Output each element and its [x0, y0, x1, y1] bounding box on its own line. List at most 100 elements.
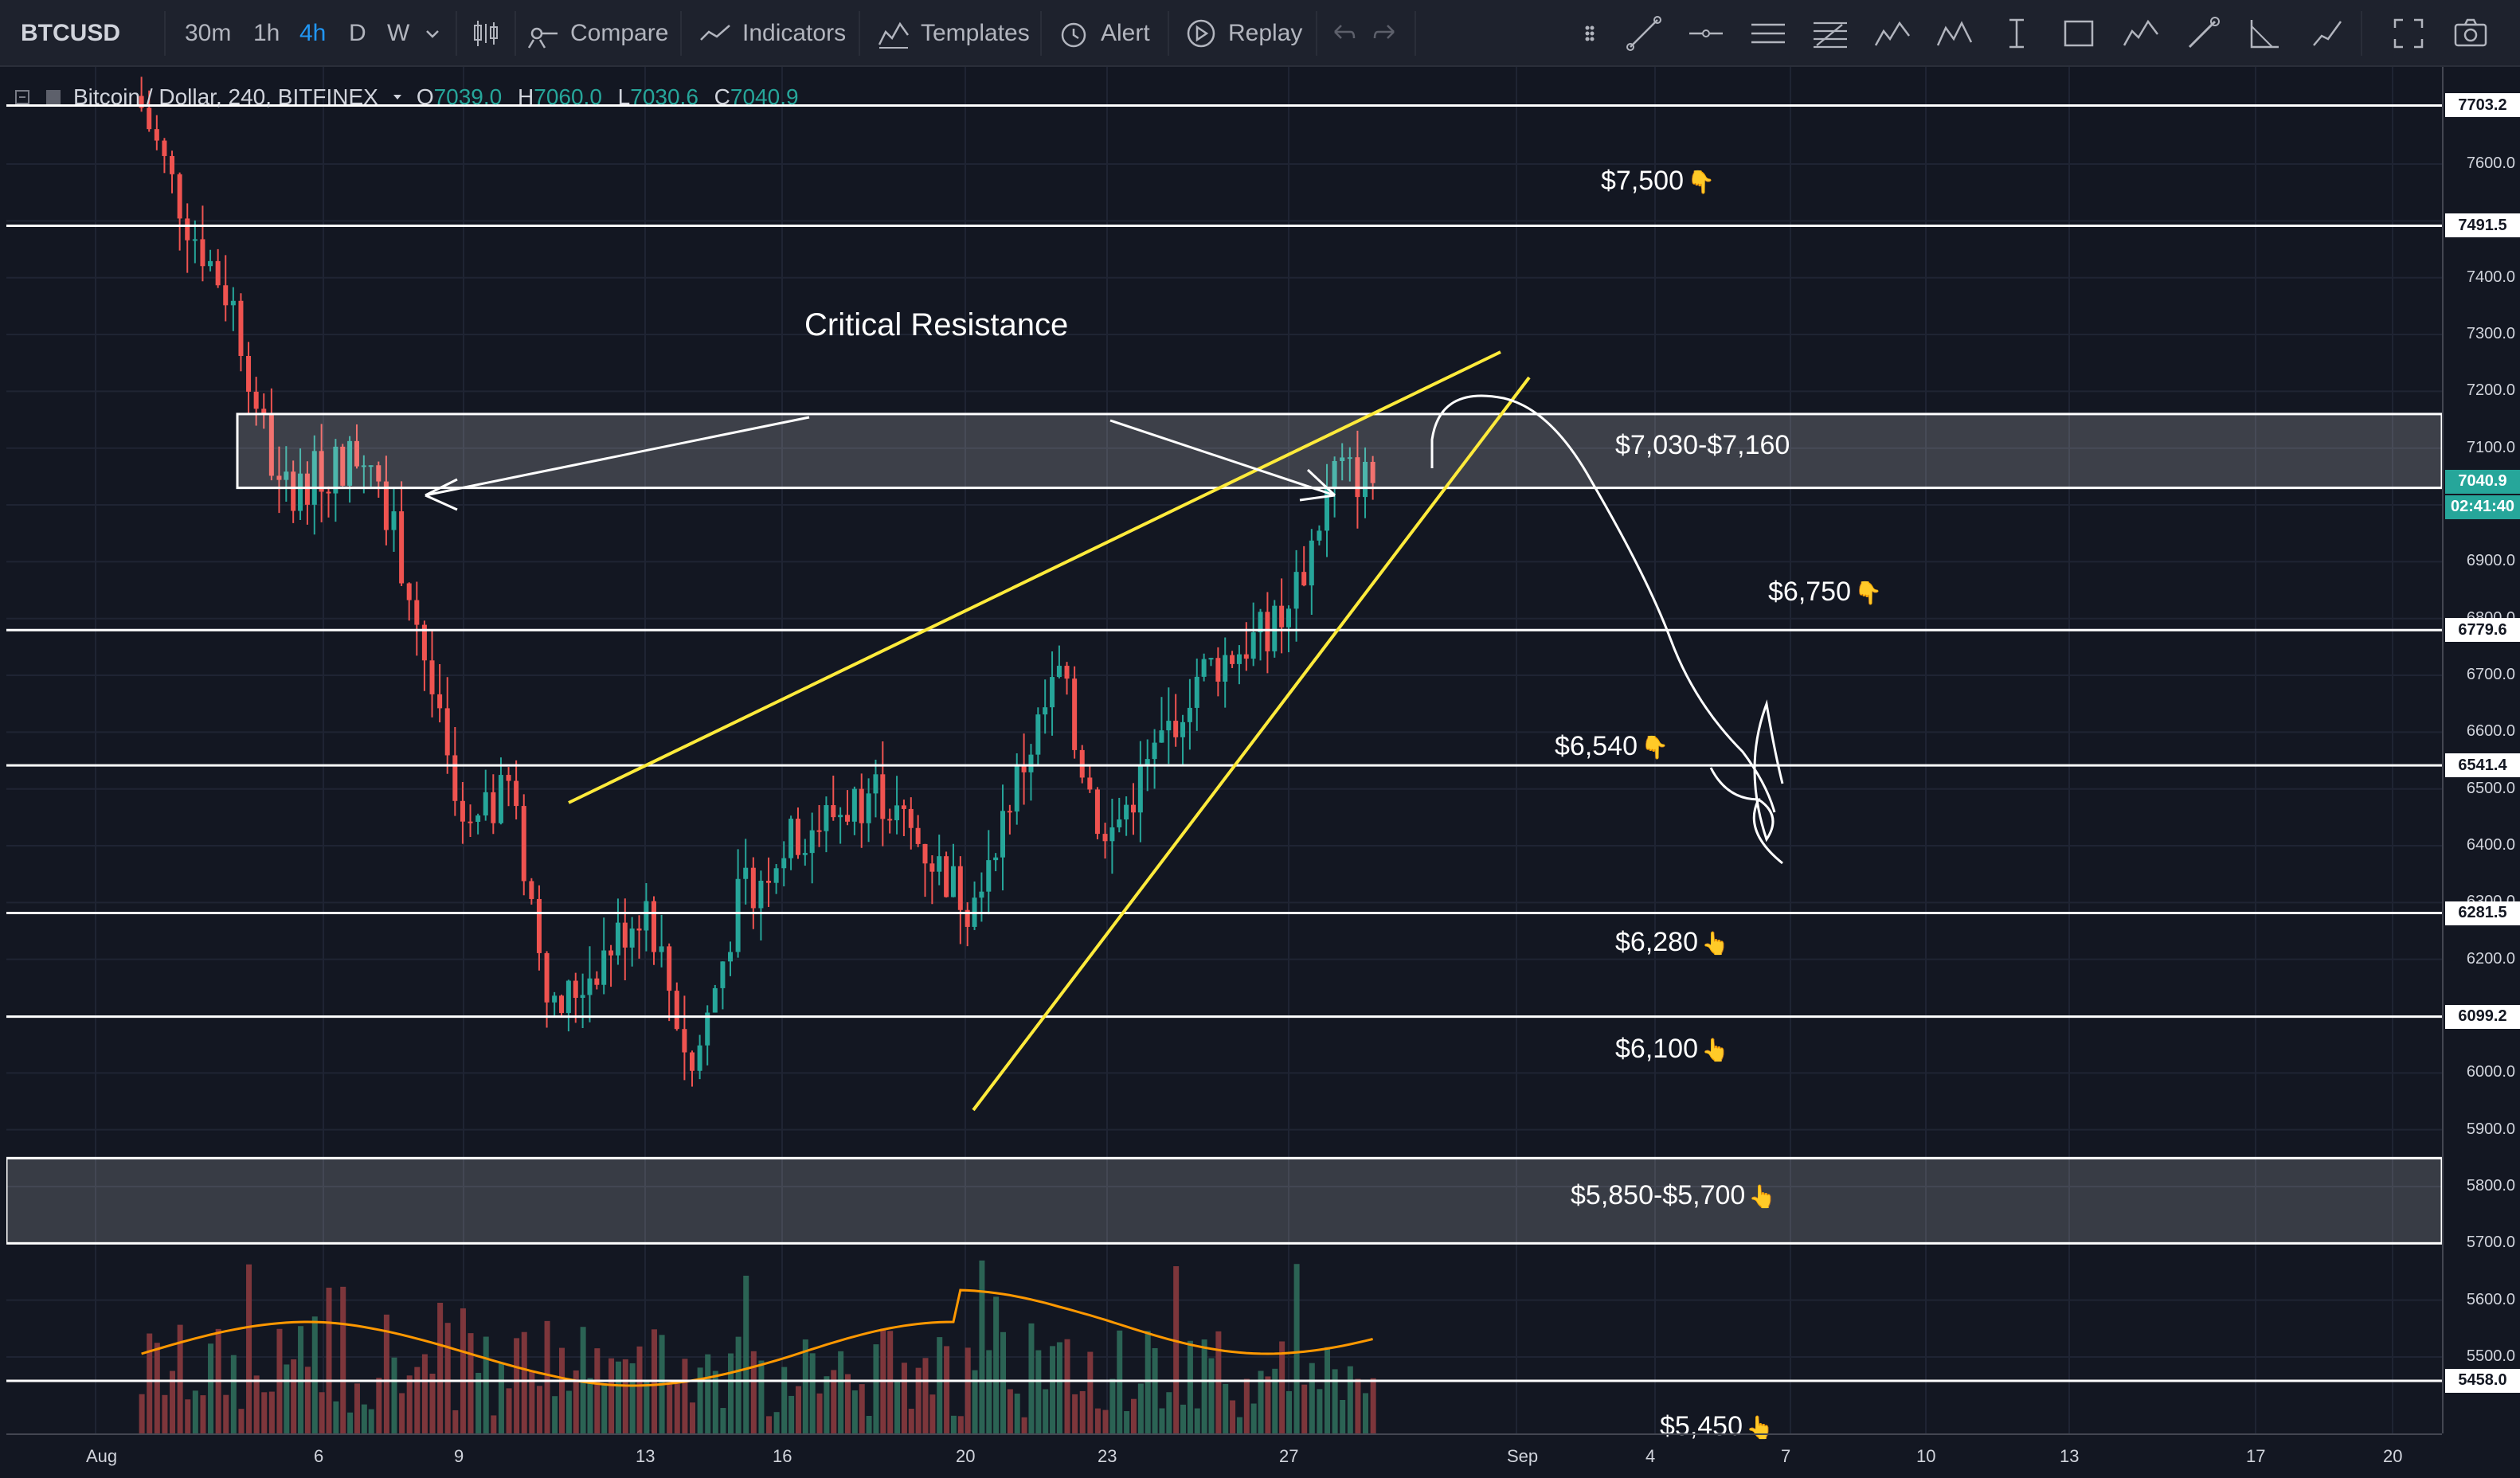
brush-tool[interactable] — [2178, 8, 2228, 59]
annotation-level-6750[interactable]: $6,750 👇 — [1768, 577, 1882, 608]
caret-down-icon[interactable] — [391, 91, 404, 104]
candle-body — [1309, 540, 1314, 586]
volume-bar — [1194, 1408, 1200, 1433]
interval-dropdown[interactable] — [424, 0, 441, 67]
interval-4h-button[interactable]: 4h — [299, 20, 327, 46]
candle-body — [802, 853, 808, 855]
interval-1h-button[interactable]: 1h — [253, 20, 280, 46]
volume-bar — [937, 1337, 943, 1433]
candle-body — [629, 928, 635, 948]
snapshot-button[interactable] — [2445, 8, 2496, 59]
price-tick-label: 6900.0 — [2466, 552, 2515, 570]
volume-bar — [1079, 1390, 1086, 1433]
interval-30m-button[interactable]: 30m — [185, 20, 232, 46]
time-tick-label: 13 — [2060, 1446, 2080, 1466]
volume-bar — [1035, 1350, 1042, 1433]
time-tick-label: 9 — [454, 1446, 464, 1466]
redo-button[interactable] — [1372, 0, 1400, 67]
volume-bar — [391, 1357, 397, 1433]
volume-bar — [1087, 1351, 1094, 1433]
low-label: L — [617, 84, 631, 109]
candle-body — [573, 980, 578, 999]
candle-body — [845, 815, 851, 822]
pointing-down-icon: 👇 — [1641, 735, 1669, 760]
horizontal-line-tool[interactable] — [1681, 8, 1732, 59]
replay-label: Replay — [1228, 20, 1303, 46]
volume-bar — [154, 1343, 160, 1433]
undo-button[interactable] — [1328, 0, 1357, 67]
chart-pane[interactable] — [6, 67, 2442, 1433]
templates-button[interactable]: Templates — [876, 0, 1030, 67]
price-chart-canvas[interactable] — [6, 67, 2442, 1433]
annotation-level-6540[interactable]: $6,540 👇 — [1555, 731, 1669, 762]
candle-body — [1137, 765, 1143, 813]
annotation-level-5450[interactable]: $5,450 👆 — [1660, 1411, 1774, 1442]
candle-body — [1130, 804, 1136, 813]
annotation-level-6100[interactable]: $6,100 👆 — [1615, 1034, 1729, 1065]
annotation-critical-resistance[interactable]: Critical Resistance — [804, 307, 1069, 342]
candle-body — [622, 922, 628, 948]
candle-body — [1340, 457, 1345, 461]
annotation-level-7500[interactable]: $7,500 👇 — [1601, 166, 1715, 197]
elliott-wave-tool[interactable] — [1867, 8, 1918, 59]
abcd-pattern-tool[interactable] — [1929, 8, 1980, 59]
interval-d-button[interactable]: D — [349, 20, 366, 46]
text-tool[interactable] — [1991, 8, 2042, 59]
zoom-tool[interactable] — [2302, 8, 2353, 59]
candle-body — [1363, 461, 1368, 498]
arrow-left — [425, 416, 810, 511]
alert-button[interactable]: Alert — [1056, 0, 1150, 67]
drag-handle-icon[interactable] — [1580, 8, 1599, 59]
candle-body — [682, 1029, 687, 1053]
volume-bar — [304, 1367, 311, 1433]
volume-bar — [922, 1358, 929, 1433]
trend-line-tool[interactable] — [1618, 8, 1669, 59]
chart-type-button[interactable] — [468, 0, 503, 67]
volume-bar — [866, 1415, 872, 1433]
candle-body — [1317, 530, 1322, 541]
parallel-channel-tool[interactable] — [1743, 8, 1794, 59]
candle-body — [824, 805, 829, 831]
chart-legend: Bitcoin / Dollar, 240, BITFINEX O7039.0 … — [14, 84, 808, 110]
candle-body — [615, 922, 620, 956]
interval-w-button[interactable]: W — [387, 20, 410, 46]
volume-bar — [682, 1359, 688, 1433]
candle-body — [720, 961, 726, 988]
annotation-arrows — [425, 394, 1784, 865]
volume-bar — [1201, 1339, 1207, 1433]
time-scale[interactable]: Aug 6 9 13 16 20 23 27 Sep 4 7 10 13 17 20 — [6, 1433, 2442, 1478]
level-text: $6,750 — [1768, 577, 1851, 607]
volume-bar — [1187, 1340, 1193, 1433]
candle-body — [514, 780, 519, 807]
brush-icon — [2188, 17, 2220, 49]
legend-title[interactable]: Bitcoin / Dollar, 240, BITFINEX — [73, 84, 378, 109]
annotation-zone-7030-7160[interactable]: $7,030-$7,160 — [1615, 430, 1790, 461]
volume-bar — [873, 1344, 879, 1433]
volume-bar — [1137, 1383, 1144, 1433]
measure-tool[interactable] — [2240, 8, 2291, 59]
candle-body — [354, 440, 359, 467]
prediction-tool[interactable] — [2115, 8, 2166, 59]
support-zone — [6, 1156, 2442, 1245]
volume-bar — [636, 1346, 643, 1433]
volume-bar — [720, 1408, 726, 1433]
volume-bar — [444, 1323, 451, 1433]
candle-body — [1079, 749, 1085, 778]
replay-button[interactable]: Replay — [1184, 0, 1302, 67]
symbol-search-button[interactable]: BTCUSD — [21, 20, 120, 46]
annotation-zone-5850-5700[interactable]: $5,850-$5,700 👆 — [1571, 1180, 1776, 1211]
compare-button[interactable]: Compare — [526, 0, 668, 67]
annotation-level-6280[interactable]: $6,280 👆 — [1615, 927, 1729, 958]
fib-retracement-tool[interactable] — [1805, 8, 1856, 59]
indicators-button[interactable]: Indicators — [698, 0, 846, 67]
candle-body — [743, 867, 749, 879]
rectangle-tool[interactable] — [2053, 8, 2104, 59]
collapse-legend-icon[interactable] — [14, 89, 30, 105]
volume-bar — [1236, 1417, 1242, 1433]
volume-bar — [529, 1370, 535, 1433]
price-scale[interactable]: 7600.07500.07400.07300.07200.07100.07000… — [2442, 67, 2520, 1433]
candle-body — [340, 446, 346, 486]
fullscreen-button[interactable] — [2383, 8, 2434, 59]
volume-bar — [437, 1302, 444, 1433]
arrow-right — [1109, 419, 1336, 502]
